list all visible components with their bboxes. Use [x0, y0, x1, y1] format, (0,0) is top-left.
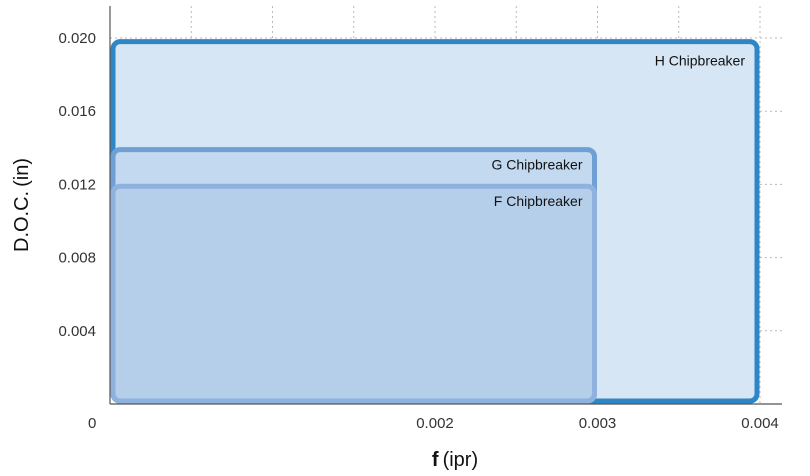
x-axis-label: f (ipr) — [432, 449, 478, 471]
y-tick-label: 0.020 — [58, 30, 96, 47]
region-label-g: G Chipbreaker — [491, 157, 582, 173]
y-tick-label: 0.016 — [58, 103, 96, 120]
regions — [110, 39, 760, 404]
y-tick-label: 0.012 — [58, 176, 96, 193]
region-label-h: H Chipbreaker — [655, 53, 746, 69]
region-label-f: F Chipbreaker — [494, 193, 583, 209]
y-axis-unit: (in) — [11, 158, 33, 187]
region-labels: H Chipbreaker G Chipbreaker F Chipbreaker — [491, 53, 745, 210]
y-tick-label: 0.004 — [58, 323, 96, 340]
x-axis-unit: (ipr) — [443, 449, 479, 471]
region-f-chipbreaker — [110, 183, 597, 404]
x-tick-label: 0.003 — [579, 415, 617, 432]
y-axis-label: D.O.C. (in) — [11, 158, 33, 252]
tick-labels: 0 0.002 0.003 0.004 0.004 0.008 0.012 0.016 0.0… — [58, 30, 778, 432]
y-axis-symbol: D.O.C. — [11, 191, 33, 252]
x-tick-label: 0.004 — [741, 415, 779, 432]
x-axis-symbol: f — [432, 449, 439, 471]
axes — [109, 6, 782, 405]
origin-label: 0 — [88, 415, 96, 432]
x-tick-label: 0.002 — [416, 415, 454, 432]
y-tick-label: 0.008 — [58, 250, 96, 267]
